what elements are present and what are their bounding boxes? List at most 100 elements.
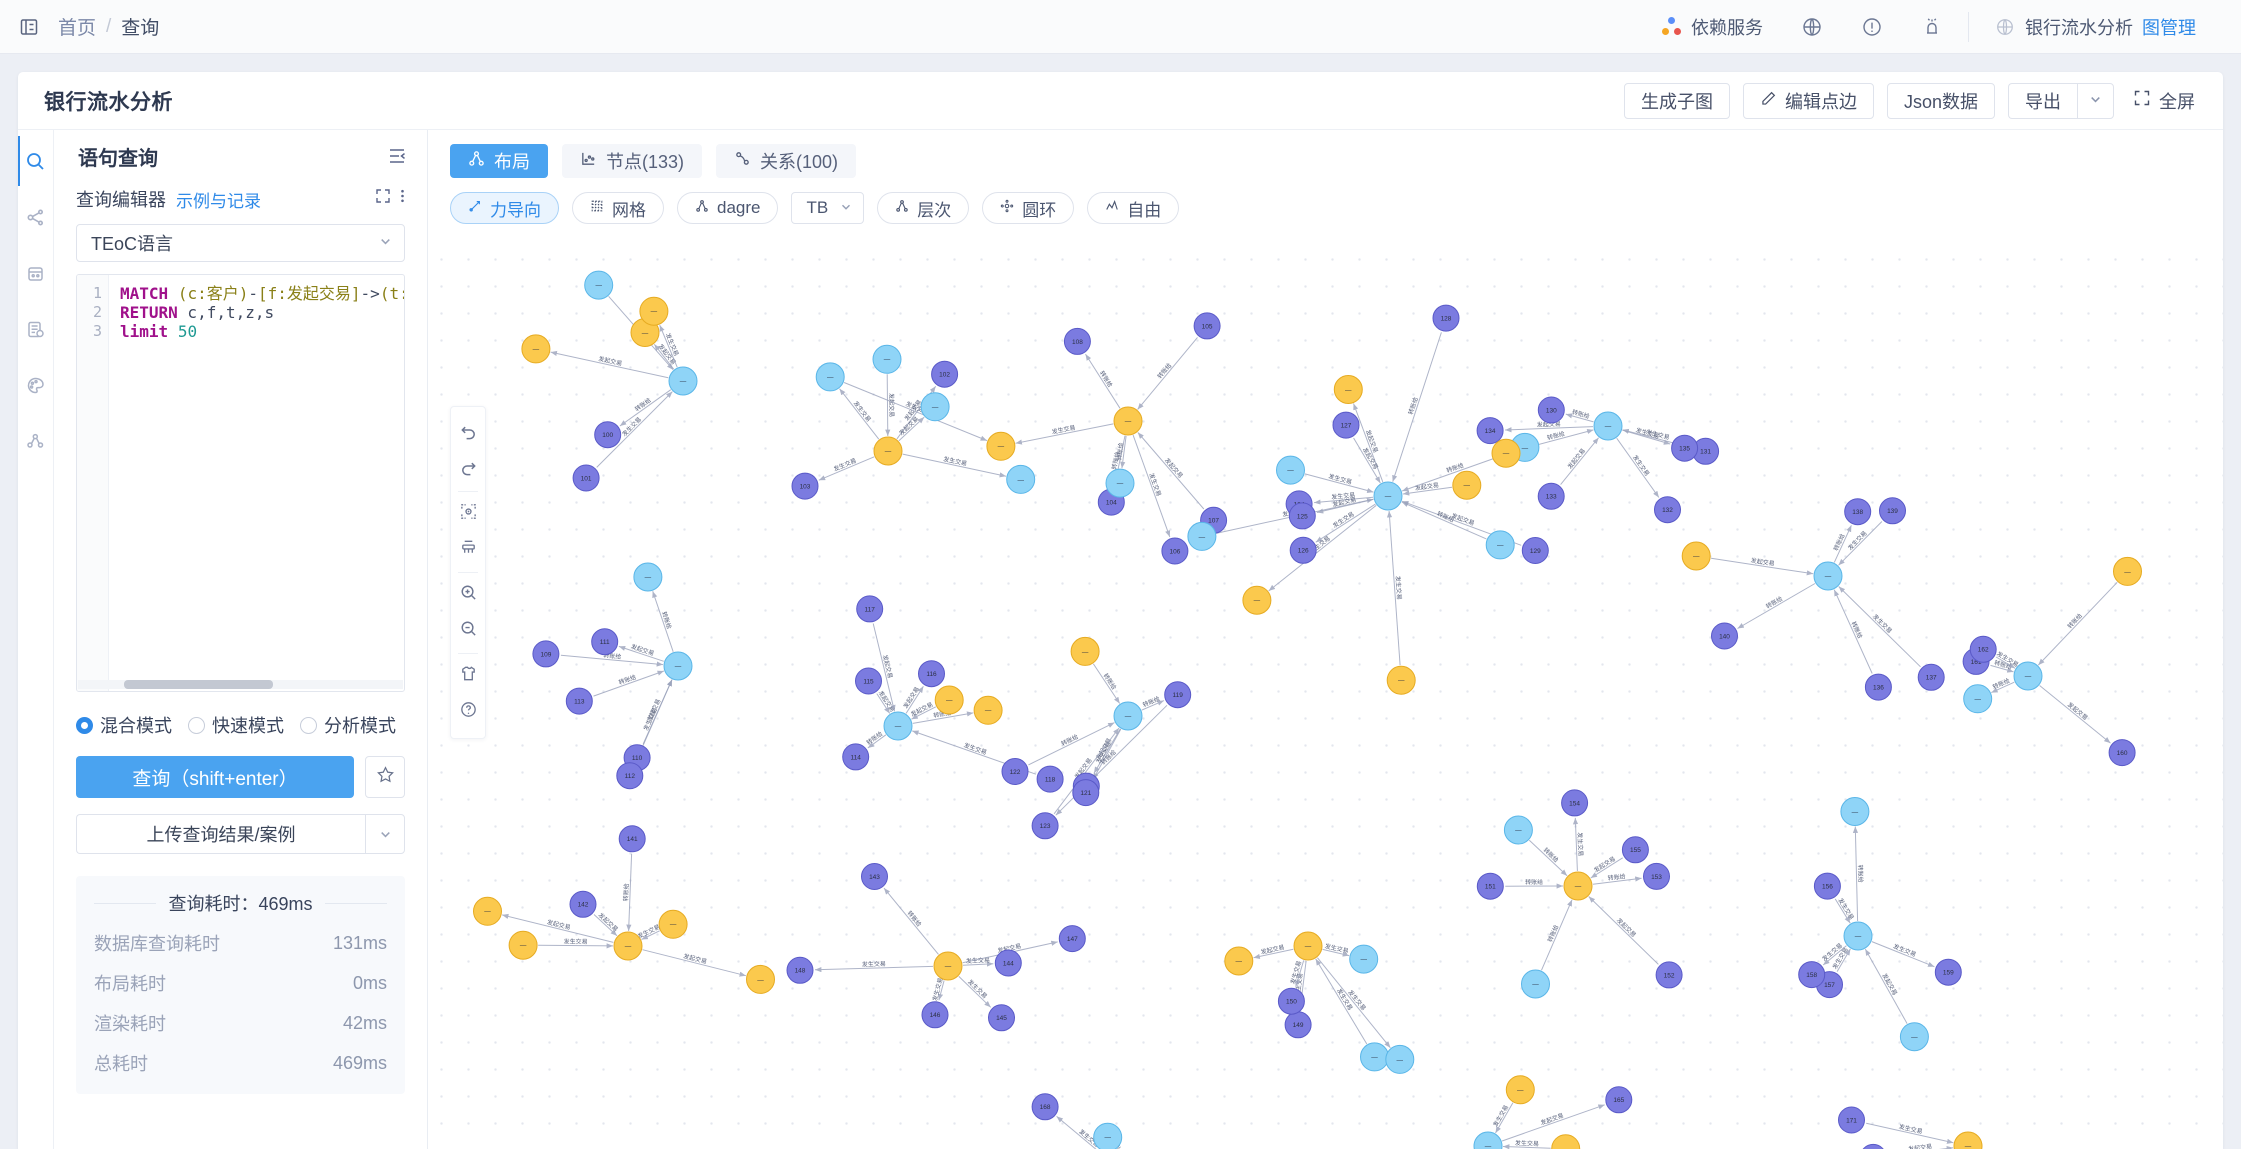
language-button[interactable]	[1782, 16, 1842, 38]
graph-node[interactable]: —	[508, 930, 538, 960]
rail-item-database[interactable]	[18, 256, 54, 290]
graph-node[interactable]: 145	[988, 1004, 1015, 1032]
graph-node[interactable]: 149	[1284, 1011, 1312, 1039]
dependency-service-button[interactable]: 依赖服务	[1643, 14, 1782, 40]
graph-node[interactable]: —	[639, 296, 669, 326]
alarm-button[interactable]	[1902, 16, 1962, 38]
layout-direction-select[interactable]: TB	[791, 192, 865, 224]
graph-node[interactable]: 133	[1537, 482, 1565, 510]
upload-dropdown-button[interactable]	[365, 814, 405, 854]
menu-collapse-icon[interactable]	[18, 16, 40, 38]
graph-node[interactable]: 103	[791, 472, 819, 500]
graph-node[interactable]: 119	[1164, 681, 1192, 709]
graph-node[interactable]: 118	[1036, 765, 1064, 793]
graph-node[interactable]: 122	[1001, 758, 1029, 785]
graph-node[interactable]: 114	[842, 743, 870, 771]
rail-item-search[interactable]	[18, 136, 54, 186]
canvas-tool-zoom-out[interactable]	[450, 613, 486, 649]
graph-node[interactable]: —	[521, 334, 551, 364]
canvas-tool-zoom-in[interactable]	[450, 577, 486, 613]
graph-node[interactable]: —	[1242, 585, 1272, 615]
graph-node[interactable]: 117	[856, 595, 884, 623]
graph-node[interactable]: 135	[1671, 434, 1699, 462]
graph-node[interactable]: —	[1113, 406, 1143, 436]
graph-node[interactable]: 138	[1844, 498, 1872, 526]
fullscreen-button[interactable]: 全屏	[2127, 88, 2201, 114]
graph-node[interactable]: —	[1840, 797, 1870, 826]
graph-node[interactable]: 127	[1332, 411, 1360, 439]
upload-button[interactable]: 上传查询结果/案例	[76, 814, 365, 854]
graph-node[interactable]: 116	[918, 660, 945, 688]
graph-node[interactable]: —	[1813, 561, 1843, 591]
graph-node[interactable]: —	[1593, 411, 1623, 441]
graph-node[interactable]: 100	[594, 421, 622, 449]
graph-node[interactable]: —	[584, 270, 614, 300]
graph-node[interactable]: —	[1491, 438, 1521, 468]
graph-node[interactable]: 108	[1063, 327, 1091, 355]
language-select[interactable]: TEoC语言	[76, 224, 405, 262]
breadcrumb-home[interactable]: 首页	[58, 18, 97, 39]
graph-node[interactable]: —	[920, 392, 950, 422]
query-editor[interactable]: 123 MATCH (c:客户)-[f:发起交易]->(t:交易)RETURN …	[76, 274, 405, 692]
graph-node[interactable]: —	[473, 896, 502, 926]
run-query-button[interactable]: 查询（shift+enter）	[76, 756, 354, 798]
layout-chip-6[interactable]: 自由	[1087, 192, 1180, 224]
graph-node[interactable]: —	[1113, 701, 1143, 731]
graph-node[interactable]: —	[1360, 1042, 1389, 1072]
graph-canvas[interactable]: 发起交易发生交易转账给转账给发起交易发生交易发生交易发生交易发起交易发起交易发生…	[428, 246, 2223, 1149]
graph-node[interactable]: 152	[1655, 961, 1683, 989]
graph-node[interactable]: 154	[1561, 789, 1589, 817]
graph-node[interactable]: —	[1681, 541, 1711, 571]
graph-node[interactable]: 112	[616, 762, 644, 790]
edit-elements-button[interactable]: 编辑点边	[1742, 82, 1874, 119]
graph-manage-link[interactable]: 图管理	[2142, 17, 2196, 38]
graph-node[interactable]: —	[1093, 1122, 1123, 1149]
rail-item-filter[interactable]	[18, 200, 54, 234]
canvas-tool-style[interactable]	[450, 658, 486, 694]
tab-2[interactable]: 关系(100)	[716, 144, 857, 178]
layout-chip-5[interactable]: 圆环	[982, 192, 1075, 224]
graph-node[interactable]: 170	[1860, 1143, 1886, 1149]
graph-node[interactable]: —	[815, 362, 845, 392]
graph-node[interactable]: —	[1070, 636, 1100, 666]
graph-node[interactable]: 126	[1289, 536, 1317, 564]
graph-node[interactable]: 165	[1605, 1086, 1633, 1114]
graph-node[interactable]: 132	[1654, 496, 1681, 524]
expand-icon[interactable]	[375, 188, 391, 210]
graph-node[interactable]: —	[663, 651, 693, 681]
graph-node[interactable]: —	[986, 431, 1016, 461]
editor-code[interactable]: MATCH (c:客户)-[f:发起交易]->(t:交易)RETURN c,f,…	[120, 284, 404, 341]
graph-node[interactable]: —	[1276, 455, 1305, 485]
graph-node[interactable]: 155	[1621, 836, 1649, 864]
editor-horizontal-scrollbar[interactable]	[78, 680, 403, 689]
canvas-tool-help[interactable]	[450, 694, 486, 730]
graph-node[interactable]: 136	[1864, 673, 1892, 701]
graph-node[interactable]: —	[668, 366, 698, 396]
layout-chip-0[interactable]: 力导向	[450, 192, 559, 224]
graph-node[interactable]: —	[1373, 481, 1403, 511]
layout-chip-4[interactable]: 层次	[877, 192, 970, 224]
graph-node[interactable]: —	[1105, 468, 1135, 498]
graph-node[interactable]: 144	[994, 949, 1022, 977]
mode-radio-1[interactable]: 快速模式	[188, 712, 292, 738]
graph-node[interactable]: 130	[1537, 396, 1565, 424]
rail-item-analysis[interactable]	[18, 424, 54, 458]
graph-node[interactable]: 129	[1521, 537, 1549, 564]
tab-1[interactable]: 节点(133)	[562, 144, 703, 178]
export-button[interactable]: 导出	[2008, 82, 2077, 119]
graph-node[interactable]: —	[633, 562, 663, 592]
graph-node[interactable]: 156	[1813, 872, 1841, 900]
graph-node[interactable]: 148	[786, 956, 814, 984]
graph-visualization[interactable]: 发起交易发生交易转账给转账给发起交易发生交易发生交易发生交易发起交易发起交易发生…	[428, 246, 2218, 1149]
help-button[interactable]	[1842, 16, 1902, 38]
favorite-button[interactable]	[365, 756, 405, 798]
graph-node[interactable]: 150	[1277, 987, 1305, 1015]
graph-node[interactable]: 168	[1031, 1093, 1059, 1121]
graph-node[interactable]: —	[1953, 1131, 1983, 1149]
rail-item-schema[interactable]	[18, 312, 54, 346]
graph-node[interactable]: 105	[1193, 312, 1221, 340]
graph-node[interactable]: —	[1224, 946, 1254, 976]
graph-node[interactable]: —	[1963, 684, 1993, 714]
generate-subgraph-button[interactable]: 生成子图	[1623, 82, 1730, 119]
export-dropdown-button[interactable]	[2077, 82, 2114, 119]
